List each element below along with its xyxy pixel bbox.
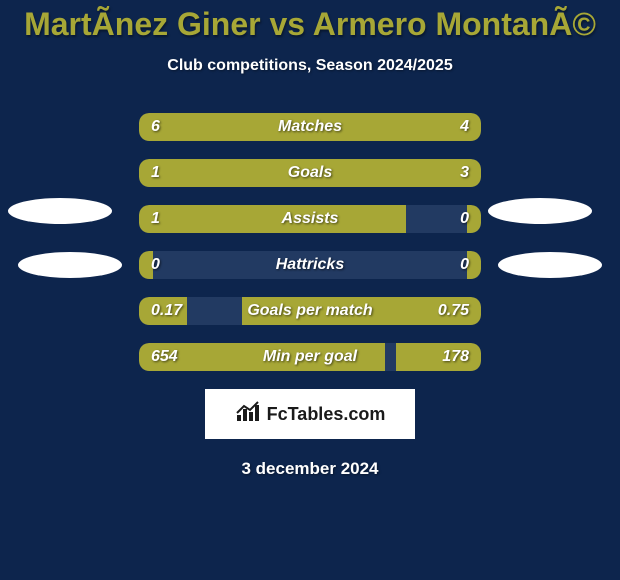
- stat-label: Assists: [139, 205, 481, 233]
- stats-rows: 64Matches 13Goals 10Assists 00Hattricks 0.17…: [139, 113, 481, 371]
- stat-label: Min per goal: [139, 343, 481, 371]
- stat-row: 654178Min per goal: [139, 343, 481, 371]
- player1-badge-top: [8, 198, 112, 224]
- stat-row: 10Assists: [139, 205, 481, 233]
- stat-row: 0.170.75Goals per match: [139, 297, 481, 325]
- stat-row: 13Goals: [139, 159, 481, 187]
- branding-text: FcTables.com: [267, 404, 386, 425]
- player2-badge-bottom: [498, 252, 602, 278]
- stat-label: Hattricks: [139, 251, 481, 279]
- stat-label: Goals per match: [139, 297, 481, 325]
- player2-badge-top: [488, 198, 592, 224]
- stat-row: 64Matches: [139, 113, 481, 141]
- stat-row: 00Hattricks: [139, 251, 481, 279]
- stat-label: Matches: [139, 113, 481, 141]
- comparison-infographic: MartÃ­nez Giner vs Armero MontanÃ© Club …: [0, 0, 620, 580]
- page-subtitle: Club competitions, Season 2024/2025: [0, 57, 620, 75]
- branding-box: FcTables.com: [205, 389, 415, 439]
- fctables-logo-icon: [235, 401, 261, 428]
- page-title: MartÃ­nez Giner vs Armero MontanÃ©: [0, 0, 620, 43]
- footer-date: 3 december 2024: [0, 459, 620, 479]
- player1-badge-bottom: [18, 252, 122, 278]
- stat-label: Goals: [139, 159, 481, 187]
